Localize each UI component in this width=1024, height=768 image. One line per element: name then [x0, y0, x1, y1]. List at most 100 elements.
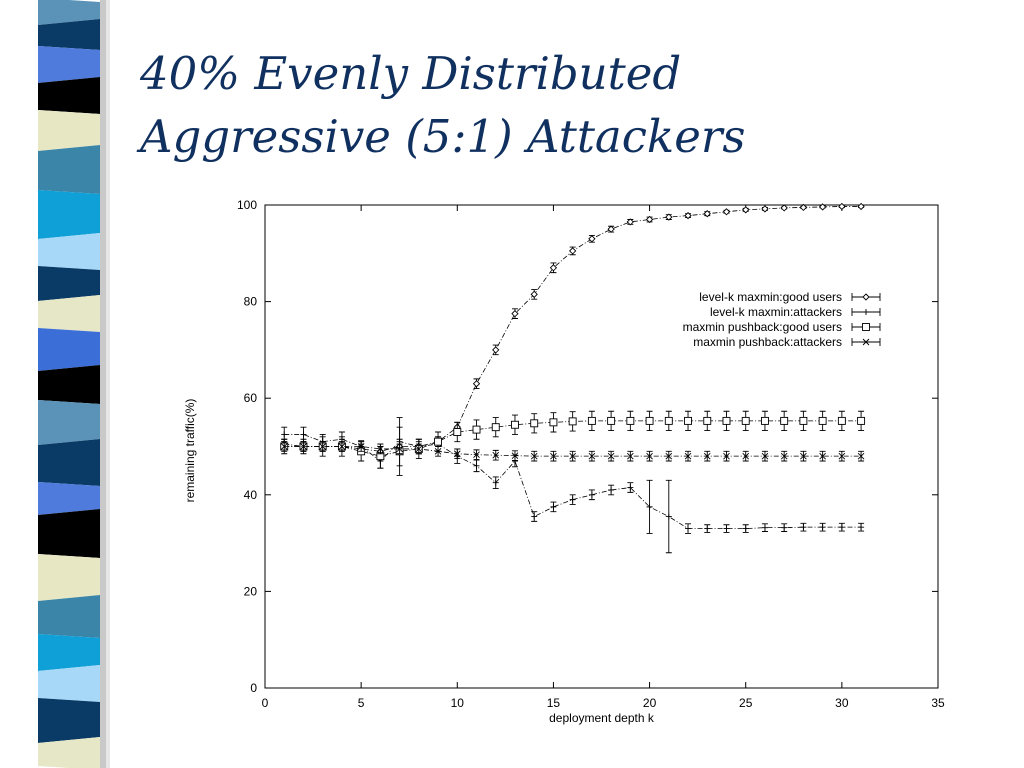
- data-point: [741, 416, 750, 425]
- legend-entry-label: maxmin pushback:good users: [683, 320, 842, 334]
- stripe-band: [38, 595, 100, 638]
- data-point: [665, 452, 673, 460]
- stripe-band: [38, 46, 100, 83]
- data-point: [780, 204, 788, 212]
- stripe-shadow: [100, 0, 106, 768]
- data-point: [300, 443, 307, 450]
- data-point: [722, 208, 731, 216]
- data-point: [434, 448, 442, 455]
- data-point: [722, 416, 731, 425]
- stripe-band: [38, 439, 100, 486]
- data-point: [684, 416, 692, 425]
- data-point: [588, 235, 596, 243]
- plot-frame: [264, 204, 939, 689]
- data-point: [645, 215, 654, 224]
- data-point: [723, 525, 730, 532]
- legend-marker: [862, 293, 870, 301]
- data-point: [588, 491, 595, 498]
- x-tick-label: 10: [451, 696, 465, 710]
- data-point: [530, 452, 538, 460]
- data-point: [568, 417, 577, 426]
- legend-marker: [862, 323, 870, 331]
- data-point: [781, 524, 788, 531]
- data-point: [569, 496, 576, 503]
- data-point: [684, 452, 692, 460]
- data-point: [472, 425, 481, 434]
- legend-marker: [863, 309, 869, 315]
- data-point: [569, 452, 576, 460]
- data-point: [473, 451, 480, 459]
- data-point: [281, 431, 288, 438]
- data-point: [857, 452, 865, 460]
- stripe-band: [38, 509, 100, 558]
- stripe-band: [38, 77, 100, 114]
- data-point: [626, 218, 634, 226]
- y-tick-label: 0: [250, 681, 257, 695]
- y-tick-label: 40: [244, 488, 258, 502]
- data-point: [587, 416, 596, 425]
- data-point: [664, 416, 673, 425]
- stripe-band: [38, 698, 100, 743]
- x-tick-label: 30: [835, 696, 849, 710]
- data-point: [415, 445, 423, 453]
- data-point: [838, 452, 846, 460]
- data-point: [627, 452, 634, 460]
- data-point: [703, 416, 712, 425]
- data-point: [531, 513, 538, 520]
- legend-entry-label: level-k maxmin:attackers: [710, 305, 842, 319]
- series-line: [284, 434, 862, 530]
- y-tick-label: 60: [244, 391, 258, 405]
- data-point: [607, 452, 615, 460]
- data-point: [723, 452, 730, 460]
- data-point: [857, 202, 865, 211]
- stripe-band: [38, 19, 100, 50]
- data-point: [837, 416, 846, 425]
- stripe-band: [38, 295, 100, 332]
- series-2: [281, 417, 865, 554]
- data-point: [472, 380, 481, 388]
- data-point: [550, 503, 557, 510]
- slide-title-line-2: Aggressive (5:1) Attackers: [140, 110, 746, 163]
- data-point: [858, 524, 865, 531]
- data-point: [742, 525, 749, 532]
- slide-title-line-1: 40% Evenly Distributed: [140, 47, 682, 100]
- x-tick-label: 20: [643, 696, 657, 710]
- data-point: [626, 416, 635, 425]
- data-point: [685, 525, 692, 532]
- data-point: [780, 416, 789, 425]
- data-point: [742, 452, 750, 460]
- stripe-band: [38, 0, 100, 25]
- stripe-band: [38, 400, 100, 445]
- stripe-band: [38, 110, 100, 151]
- line-chart: 0 5 10 15 20 25 30 35 0 20 40 60 80 100 deployment dep…: [183, 198, 945, 725]
- data-point: [357, 443, 365, 450]
- stripe-band: [38, 233, 100, 270]
- legend-entry-label: level-k maxmin:good users: [699, 290, 842, 304]
- data-point: [338, 443, 346, 450]
- data-point: [742, 206, 750, 214]
- data-point: [818, 416, 827, 425]
- data-point: [704, 525, 711, 532]
- legend-marker: [862, 338, 870, 346]
- data-point: [665, 213, 673, 221]
- data-point: [760, 416, 769, 425]
- data-point: [761, 524, 768, 531]
- x-tick-label: 15: [547, 696, 561, 710]
- data-point: [646, 452, 653, 460]
- data-point: [665, 513, 672, 520]
- x-tick-label: 5: [358, 696, 365, 710]
- data-point: [319, 443, 327, 450]
- x-tick-label: 0: [262, 696, 269, 710]
- stripe-band: [38, 665, 100, 702]
- data-point: [818, 203, 827, 211]
- data-point: [492, 451, 500, 459]
- series-4: [280, 441, 865, 462]
- data-point: [800, 524, 807, 531]
- data-point: [511, 310, 519, 318]
- stripe-gap: [0, 0, 38, 768]
- data-point: [549, 264, 558, 272]
- data-point: [607, 416, 616, 425]
- data-point: [838, 202, 846, 211]
- data-point: [473, 462, 480, 469]
- data-point: [377, 445, 384, 453]
